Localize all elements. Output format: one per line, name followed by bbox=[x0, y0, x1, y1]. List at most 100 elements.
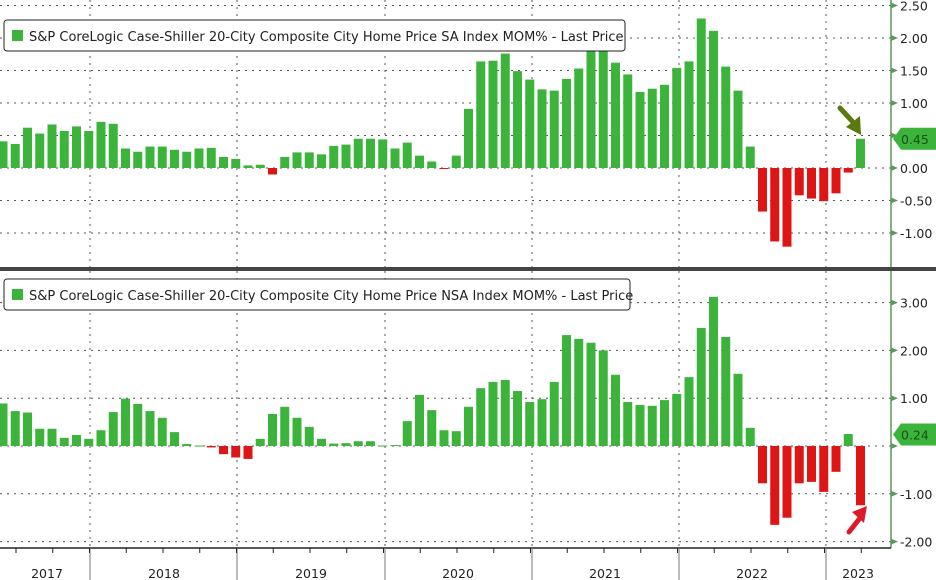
bar bbox=[243, 446, 253, 459]
bar bbox=[623, 74, 633, 168]
arrow-bottom-icon bbox=[846, 506, 867, 535]
y-tick-mark bbox=[891, 100, 898, 106]
bar bbox=[219, 156, 228, 168]
bar bbox=[807, 446, 816, 482]
legend-label-nsa: S&P CoreLogic Case-Shiller 20-City Compo… bbox=[29, 289, 633, 304]
bar bbox=[47, 428, 57, 446]
bar bbox=[843, 434, 853, 446]
bar bbox=[709, 30, 718, 168]
y-tick-label: 1.00 bbox=[900, 96, 928, 111]
bar bbox=[243, 165, 253, 168]
bar bbox=[464, 108, 473, 168]
bar bbox=[145, 146, 155, 168]
bar bbox=[635, 404, 645, 446]
bar bbox=[696, 327, 706, 446]
bar bbox=[770, 168, 780, 242]
bar bbox=[121, 398, 130, 446]
bar bbox=[721, 337, 731, 446]
bar bbox=[831, 446, 841, 472]
bar bbox=[451, 155, 461, 168]
bar bbox=[145, 411, 155, 446]
bar bbox=[0, 403, 8, 446]
bar bbox=[598, 49, 608, 169]
bar bbox=[219, 446, 228, 455]
y-tick-label: -0.50 bbox=[900, 194, 932, 209]
y-tick-label: 1.00 bbox=[900, 391, 928, 406]
legend-swatch-nsa bbox=[12, 289, 23, 300]
y-tick-mark bbox=[891, 395, 898, 402]
bar bbox=[660, 84, 669, 168]
bar bbox=[537, 89, 547, 168]
bar bbox=[182, 444, 192, 446]
bar bbox=[366, 138, 375, 168]
bar bbox=[464, 406, 473, 446]
x-year-label: 2017 bbox=[31, 566, 63, 580]
bar bbox=[500, 380, 510, 446]
bar bbox=[562, 335, 571, 446]
y-tick-mark bbox=[891, 538, 898, 545]
bar bbox=[549, 90, 559, 168]
bar bbox=[182, 151, 192, 168]
bar bbox=[402, 421, 412, 446]
bar bbox=[255, 164, 265, 168]
bar bbox=[341, 443, 351, 446]
bar bbox=[317, 438, 326, 446]
last-price-label: 0.45 bbox=[901, 132, 929, 147]
bar bbox=[427, 410, 437, 446]
bar bbox=[329, 443, 339, 446]
x-year-label: 2018 bbox=[148, 566, 180, 580]
x-year-label: 2019 bbox=[295, 566, 327, 580]
bar bbox=[133, 151, 143, 168]
y-tick-mark bbox=[891, 132, 898, 139]
legend-label-sa: S&P CoreLogic Case-Shiller 20-City Compo… bbox=[29, 30, 624, 45]
bar bbox=[280, 406, 290, 446]
bar bbox=[500, 53, 510, 168]
y-tick-label: 2.00 bbox=[900, 343, 928, 358]
bar bbox=[170, 432, 179, 446]
bar bbox=[96, 430, 106, 446]
bar bbox=[574, 338, 584, 446]
panel-separator[interactable] bbox=[0, 267, 936, 271]
arrow-top-icon bbox=[837, 105, 861, 135]
bar bbox=[745, 427, 755, 446]
sa-index-panel: 2.50 2.00 1.50 1.00 0.00 -0.50 -1.00 0.45 bbox=[0, 0, 936, 267]
y-tick-label: -1.00 bbox=[900, 487, 932, 502]
bar bbox=[292, 152, 302, 168]
legend-swatch-sa bbox=[12, 30, 23, 41]
bar bbox=[206, 446, 216, 448]
bar bbox=[611, 374, 620, 446]
bar bbox=[574, 68, 584, 168]
bar bbox=[59, 130, 69, 168]
y-tick-mark bbox=[891, 2, 898, 9]
bar bbox=[672, 67, 682, 168]
bar bbox=[0, 141, 8, 168]
bar bbox=[794, 446, 804, 484]
bar bbox=[280, 156, 290, 168]
bar bbox=[439, 430, 449, 446]
y-tick-label: 1.50 bbox=[900, 64, 928, 79]
x-year-label: 2020 bbox=[442, 566, 474, 580]
last-price-tag bbox=[893, 423, 936, 446]
bar bbox=[745, 146, 755, 168]
bar bbox=[35, 133, 45, 168]
bar bbox=[10, 143, 20, 168]
bar bbox=[47, 124, 57, 168]
y-tick-mark bbox=[891, 165, 898, 171]
y-tick-label: -2.00 bbox=[900, 535, 932, 550]
bar bbox=[794, 168, 804, 196]
x-axis: 2017 2018 2019 2020 2021 2022 2023 bbox=[0, 547, 891, 580]
bar bbox=[586, 342, 596, 446]
bar bbox=[476, 61, 486, 168]
bar bbox=[782, 446, 792, 518]
bar bbox=[317, 154, 326, 168]
bar bbox=[292, 417, 302, 446]
bar bbox=[59, 437, 69, 446]
bar bbox=[647, 88, 657, 168]
bar bbox=[696, 18, 706, 168]
bar bbox=[684, 61, 694, 168]
bar bbox=[10, 411, 20, 446]
bar bbox=[304, 426, 314, 446]
bar bbox=[415, 394, 424, 446]
bar bbox=[647, 405, 657, 446]
bar bbox=[513, 391, 522, 446]
